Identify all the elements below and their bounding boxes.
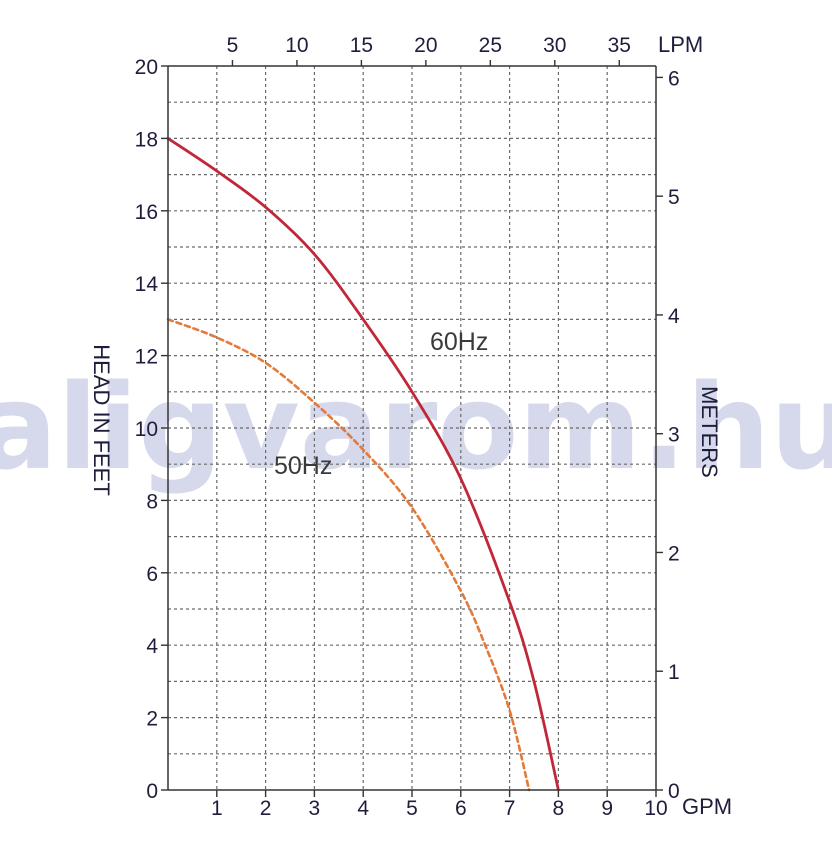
y-left-tick-label: 2 [146, 708, 158, 731]
x-top-tick-label: 15 [350, 34, 373, 57]
x-bottom-tick-label: 6 [455, 797, 467, 820]
y-left-axis-label: HEAD IN FEET [89, 344, 114, 496]
y-left-tick-label: 10 [135, 418, 158, 441]
y-right-tick-label: 4 [668, 305, 680, 328]
y-left-tick-label: 0 [146, 780, 158, 803]
series-line-50hz [166, 318, 531, 792]
y-left-tick-label: 16 [135, 201, 158, 224]
x-bottom-tick-label: 8 [553, 797, 565, 820]
y-right-axis-label: METERS [697, 386, 722, 478]
series-line-60hz [166, 137, 560, 792]
watermark-text: aligvarom.hu [0, 358, 832, 496]
y-right-tick-label: 6 [668, 67, 680, 90]
y-right-tick-label: 1 [668, 661, 680, 684]
x-top-axis-label: LPM [658, 32, 703, 57]
y-right-tick-label: 5 [668, 186, 680, 209]
series-layer [166, 137, 560, 792]
x-bottom-axis-label: GPM [682, 794, 732, 819]
series-label-50hz: 50Hz [274, 452, 332, 480]
y-left-tick-label: 6 [146, 563, 158, 586]
x-bottom-tick-label: 5 [406, 797, 418, 820]
x-bottom-tick-label: 9 [601, 797, 613, 820]
x-top-tick-label: 30 [543, 34, 566, 57]
series-label-60hz: 60Hz [430, 328, 488, 356]
x-top-tick-label: 10 [285, 34, 308, 57]
x-bottom-tick-label: 3 [309, 797, 321, 820]
x-top-tick-label: 25 [479, 34, 502, 57]
x-top-tick-label: 35 [608, 34, 631, 57]
x-bottom-tick-label: 4 [357, 797, 369, 820]
x-bottom-tick-label: 2 [260, 797, 272, 820]
x-bottom-tick-label: 10 [644, 797, 667, 820]
y-right-tick-label: 0 [668, 780, 680, 803]
plot-frame [161, 60, 663, 797]
x-top-tick-label: 20 [414, 34, 437, 57]
x-bottom-tick-label: 7 [504, 797, 516, 820]
x-bottom-tick-label: 1 [211, 797, 223, 820]
y-left-tick-label: 14 [135, 273, 159, 296]
y-right-tick-label: 3 [668, 424, 680, 447]
grid [168, 66, 656, 790]
y-left-tick-label: 18 [135, 128, 158, 151]
x-top-tick-label: 5 [227, 34, 239, 57]
y-left-tick-label: 4 [146, 635, 158, 658]
y-left-tick-label: 8 [146, 490, 158, 513]
y-left-tick-label: 20 [135, 56, 158, 79]
y-right-tick-label: 2 [668, 542, 680, 565]
y-left-tick-label: 12 [135, 346, 158, 369]
